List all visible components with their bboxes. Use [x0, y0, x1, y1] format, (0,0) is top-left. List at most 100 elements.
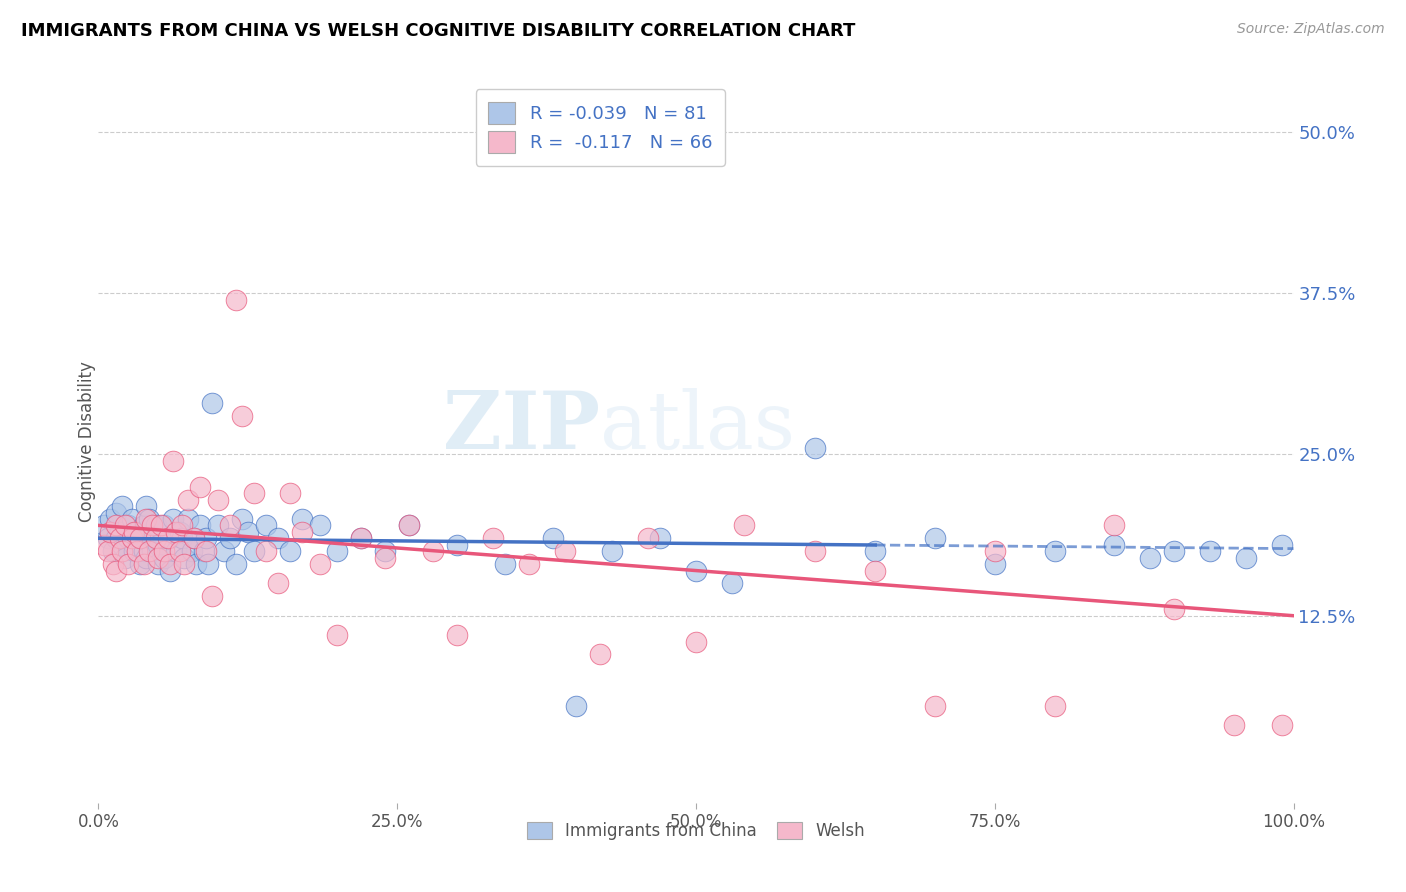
Point	[183, 531, 205, 545]
Point	[201, 396, 224, 410]
Point	[149, 518, 172, 533]
Point	[398, 518, 420, 533]
Point	[308, 518, 330, 533]
Point	[278, 544, 301, 558]
Point	[101, 557, 124, 571]
Point	[180, 544, 202, 558]
Point	[494, 557, 516, 571]
Point	[129, 531, 152, 545]
Point	[1223, 718, 1246, 732]
Point	[145, 531, 167, 545]
Point	[111, 544, 134, 558]
Point	[98, 512, 122, 526]
Point	[98, 524, 122, 539]
Point	[145, 518, 167, 533]
Point	[114, 518, 136, 533]
Point	[121, 531, 143, 545]
Point	[254, 544, 277, 558]
Point	[804, 544, 827, 558]
Point	[129, 531, 152, 545]
Point	[132, 557, 155, 571]
Point	[125, 544, 148, 558]
Point	[225, 293, 247, 307]
Text: Source: ZipAtlas.com: Source: ZipAtlas.com	[1237, 22, 1385, 37]
Point	[602, 544, 624, 558]
Point	[984, 557, 1007, 571]
Point	[93, 538, 115, 552]
Point	[733, 518, 755, 533]
Point	[219, 531, 242, 545]
Point	[350, 531, 373, 545]
Point	[267, 576, 290, 591]
Point	[1234, 550, 1257, 565]
Point	[517, 557, 540, 571]
Point	[1163, 544, 1185, 558]
Point	[188, 480, 211, 494]
Point	[1199, 544, 1222, 558]
Point	[148, 538, 170, 552]
Point	[984, 544, 1007, 558]
Point	[589, 648, 612, 662]
Point	[124, 524, 146, 539]
Point	[114, 550, 136, 565]
Point	[172, 531, 194, 545]
Point	[804, 441, 827, 455]
Point	[169, 524, 191, 539]
Point	[101, 544, 124, 558]
Point	[105, 564, 128, 578]
Point	[326, 628, 349, 642]
Point	[1104, 538, 1126, 552]
Point	[159, 564, 181, 578]
Text: ZIP: ZIP	[443, 388, 600, 467]
Point	[124, 538, 146, 552]
Legend: Immigrants from China, Welsh: Immigrants from China, Welsh	[519, 814, 873, 848]
Text: IMMIGRANTS FROM CHINA VS WELSH COGNITIVE DISABILITY CORRELATION CHART: IMMIGRANTS FROM CHINA VS WELSH COGNITIVE…	[21, 22, 855, 40]
Point	[554, 544, 576, 558]
Point	[141, 518, 163, 533]
Point	[350, 531, 373, 545]
Point	[121, 512, 143, 526]
Point	[207, 518, 229, 533]
Point	[865, 564, 887, 578]
Point	[212, 544, 235, 558]
Point	[165, 544, 187, 558]
Point	[138, 544, 160, 558]
Point	[117, 531, 139, 545]
Point	[236, 524, 259, 539]
Point	[172, 518, 194, 533]
Point	[162, 512, 184, 526]
Point	[124, 544, 146, 558]
Point	[197, 557, 219, 571]
Point	[326, 544, 349, 558]
Point	[398, 518, 420, 533]
Point	[108, 531, 131, 545]
Point	[201, 590, 224, 604]
Point	[165, 524, 187, 539]
Y-axis label: Cognitive Disability: Cognitive Disability	[79, 361, 96, 522]
Point	[1104, 518, 1126, 533]
Point	[1271, 718, 1294, 732]
Point	[177, 492, 200, 507]
Point	[173, 557, 195, 571]
Point	[374, 550, 396, 565]
Point	[132, 544, 155, 558]
Point	[173, 550, 195, 565]
Point	[291, 512, 314, 526]
Point	[141, 531, 163, 545]
Point	[148, 550, 170, 565]
Point	[125, 524, 148, 539]
Point	[156, 531, 179, 545]
Point	[422, 544, 444, 558]
Point	[685, 634, 707, 648]
Point	[169, 544, 191, 558]
Point	[924, 531, 946, 545]
Point	[648, 531, 672, 545]
Point	[105, 531, 128, 545]
Point	[446, 538, 468, 552]
Point	[267, 531, 290, 545]
Point	[207, 492, 229, 507]
Point	[159, 531, 181, 545]
Point	[111, 499, 134, 513]
Point	[93, 518, 115, 533]
Point	[308, 557, 330, 571]
